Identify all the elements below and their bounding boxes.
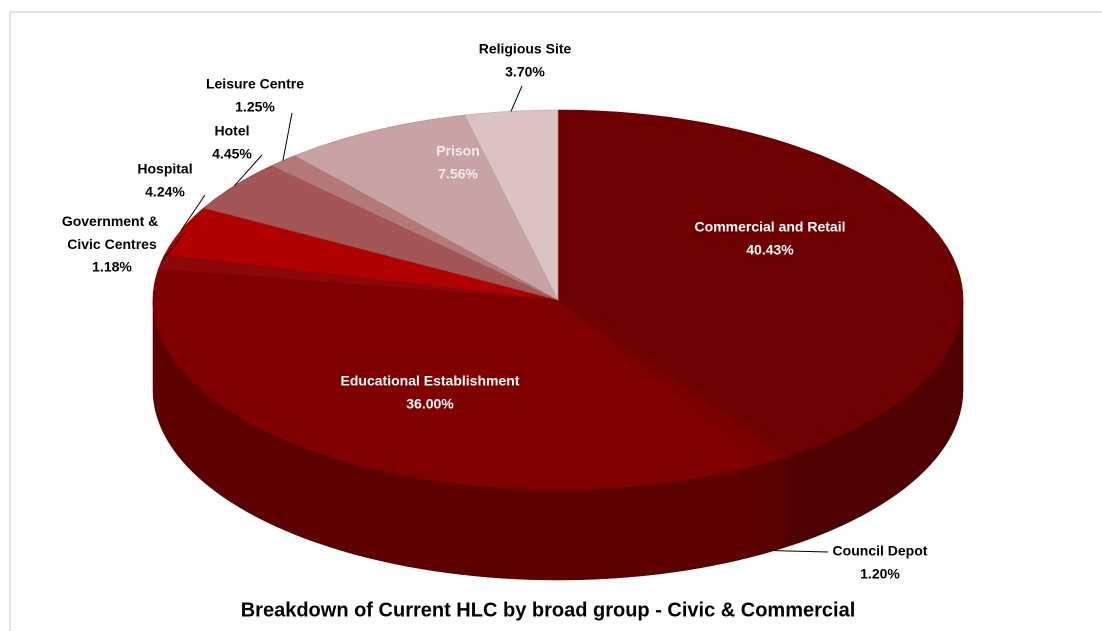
- pie-slice: [294, 114, 559, 301]
- leader-line: [234, 154, 263, 187]
- leader-line: [180, 194, 206, 232]
- category-label: Commercial and Retail: [695, 219, 846, 235]
- category-label: Council Depot: [833, 543, 928, 559]
- pie-side: [761, 456, 788, 555]
- leader-line: [282, 112, 293, 161]
- category-label: Prison: [436, 143, 480, 159]
- leader-line: [160, 231, 186, 263]
- category-label: Government & Civic Centres: [62, 213, 162, 252]
- category-label: Hospital: [137, 161, 192, 177]
- pie-slice: [164, 207, 559, 301]
- pie-tops: [152, 109, 964, 491]
- value-label: 4.45%: [212, 146, 252, 162]
- value-label: 3.70%: [505, 64, 545, 80]
- category-label: Hotel: [215, 123, 250, 139]
- value-label: 36.00%: [406, 396, 454, 412]
- category-label: Religious Site: [479, 41, 572, 57]
- chart-title: Breakdown of Current HLC by broad group …: [241, 599, 856, 621]
- value-label: 1.18%: [92, 259, 132, 275]
- pie-sides: [152, 299, 964, 581]
- value-label: 7.56%: [438, 166, 478, 182]
- category-label: Leisure Centre: [206, 76, 304, 92]
- value-label: 1.20%: [860, 566, 900, 582]
- value-label: 4.24%: [145, 184, 185, 200]
- labels: Commercial and Retail 40.43% Council Depot…: [62, 41, 928, 582]
- leader-line: [510, 85, 523, 112]
- leader-line: [774, 550, 829, 553]
- pie-slice: [557, 109, 964, 457]
- value-label: 40.43%: [746, 242, 794, 258]
- value-label: 1.25%: [235, 99, 275, 115]
- category-label: Educational Establishment: [341, 373, 520, 389]
- pie-slice: [152, 268, 763, 491]
